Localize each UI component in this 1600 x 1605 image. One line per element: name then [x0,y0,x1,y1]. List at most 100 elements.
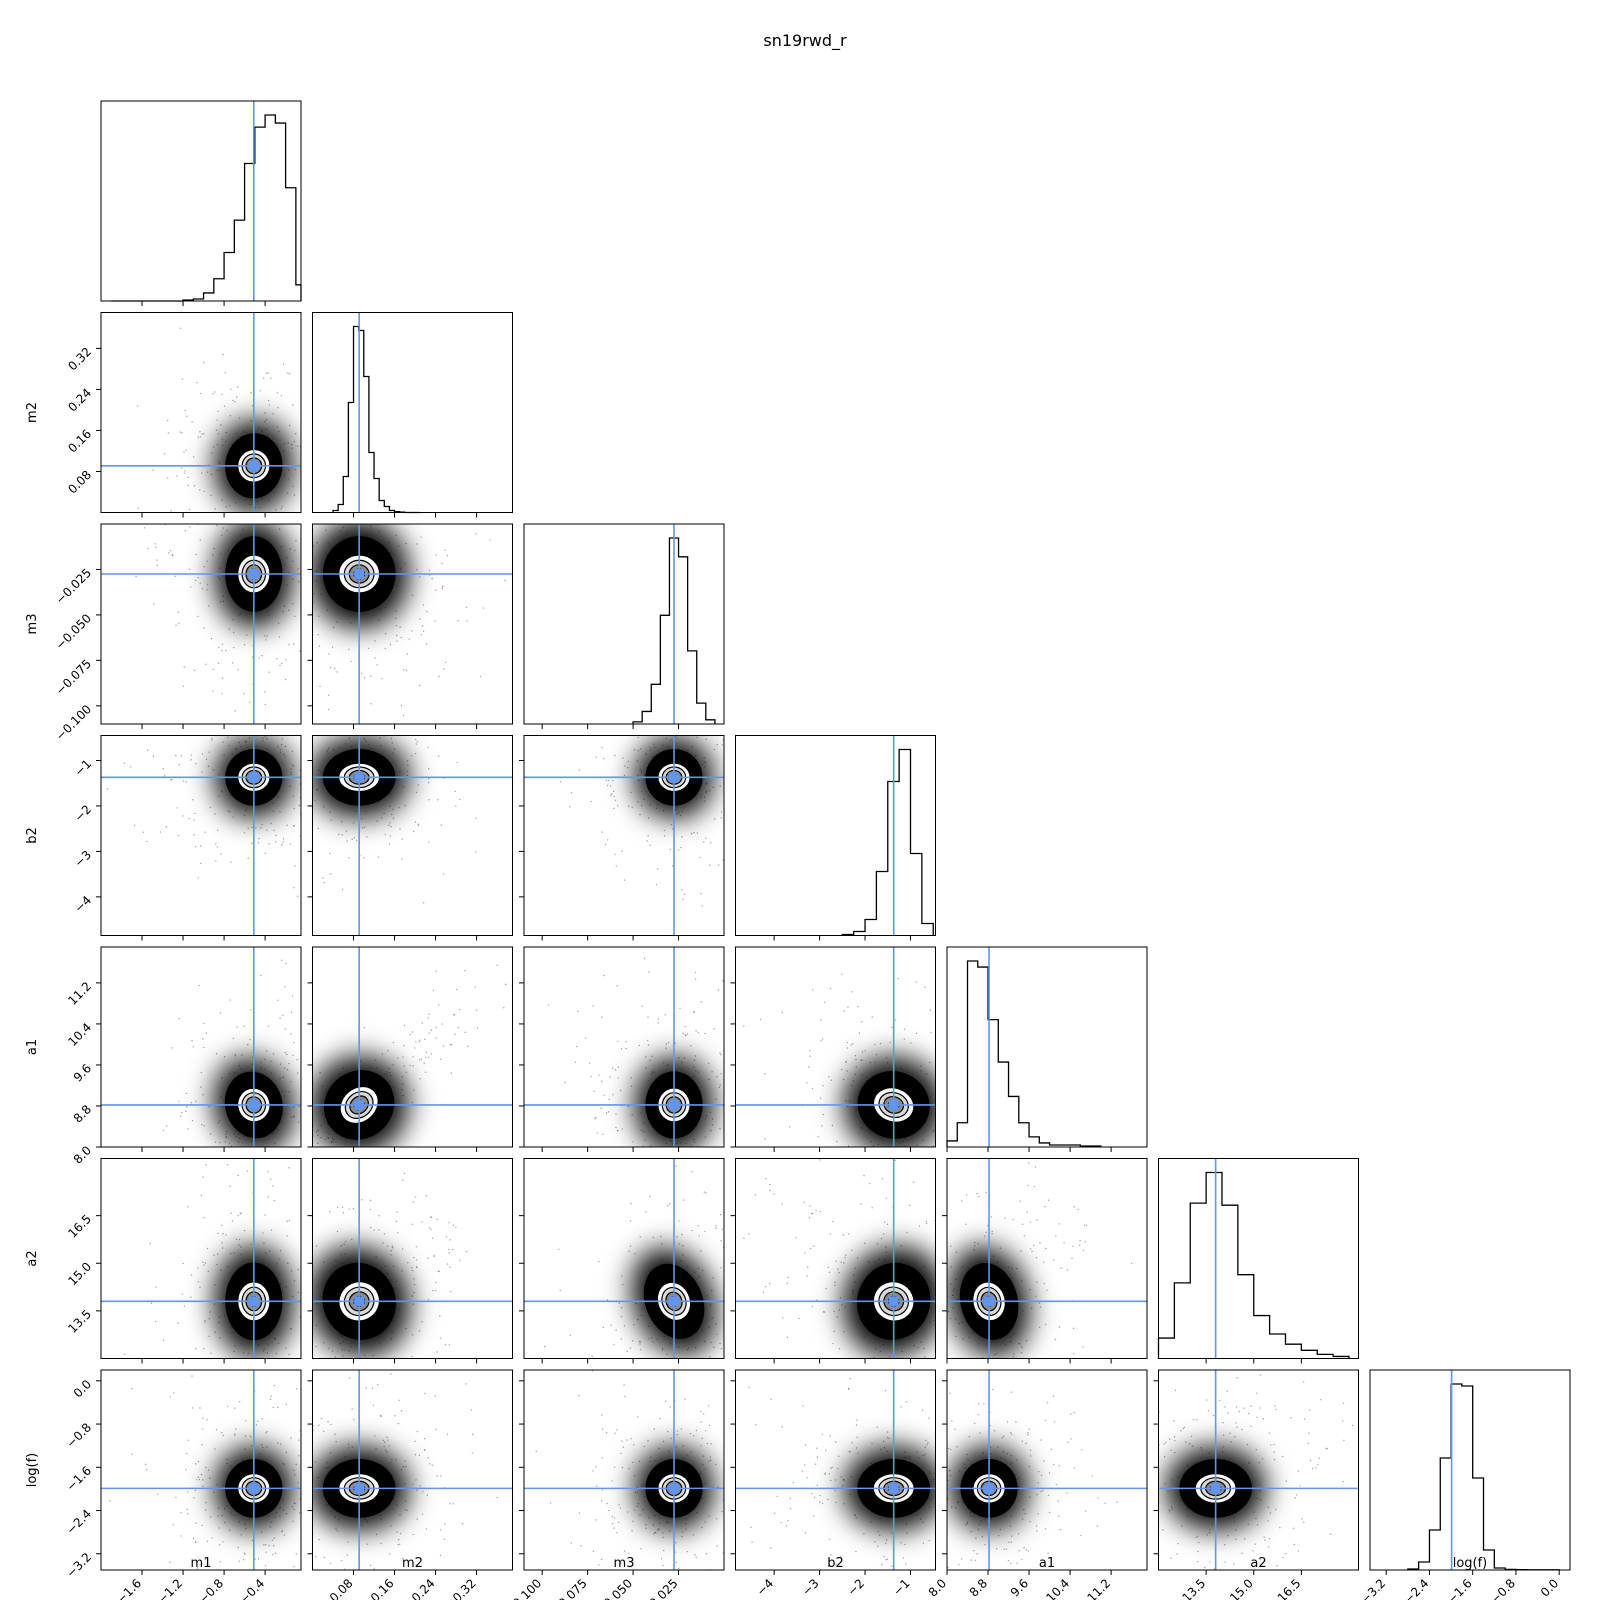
sample-point [330,1169,331,1170]
x-tick-label: −0.8 [196,1576,227,1600]
sample-point [310,1214,311,1215]
sample-point [753,1201,754,1202]
sample-point [183,1263,184,1264]
sample-point [843,1262,844,1263]
sample-point [290,1033,291,1034]
sample-point [938,1386,939,1387]
sample-point [1062,1378,1063,1379]
sample-point [337,1429,338,1430]
sample-point [261,1418,262,1419]
sample-point [392,1247,393,1248]
sample-point [160,831,161,832]
sample-point [307,1479,308,1480]
y-tick-label: 0.16 [65,427,94,456]
sample-point [290,1081,291,1082]
sample-point [661,1243,662,1244]
sample-point [317,1379,318,1380]
sample-point [250,838,251,839]
sample-point [699,1579,700,1580]
sample-point [290,1437,291,1438]
sample-point [266,1155,267,1156]
sample-point [998,1362,999,1363]
sample-point [885,1246,886,1247]
sample-point [356,1371,357,1372]
truth-marker [249,1100,259,1110]
sample-point [471,515,472,516]
sample-point [763,1292,764,1293]
sample-point [205,664,206,665]
sample-point [229,1142,230,1143]
sample-point [209,517,210,518]
sample-point [678,1243,679,1244]
sample-point [399,1573,400,1574]
sample-point [733,1301,734,1302]
sample-point [349,1036,350,1037]
sample-point [938,1144,939,1145]
sample-point [180,1116,181,1117]
sample-point [715,1227,716,1228]
sample-point [615,1113,616,1114]
sample-point [588,1172,589,1173]
sample-point [266,1405,267,1406]
sample-point [223,1435,224,1436]
sample-point [308,1494,309,1495]
sample-point [684,894,685,895]
sample-point [281,1151,282,1152]
sample-point [285,1152,286,1153]
sample-point [620,1376,621,1377]
sample-point [304,1468,305,1469]
sample-point [380,1543,381,1544]
sample-point [824,1002,825,1003]
sample-point [753,1491,754,1492]
sample-point [354,837,355,838]
sample-point [1084,1241,1085,1242]
y-tick-label: 15.0 [65,1259,94,1288]
sample-point [375,664,376,665]
sample-point [193,483,194,484]
sample-point [201,1072,202,1073]
sample-point [389,822,390,823]
sample-point [268,843,269,844]
sample-point [447,1434,448,1435]
sample-point [220,1012,221,1013]
sample-point [630,1203,631,1204]
sample-point [613,1344,614,1345]
sample-point [320,1182,321,1183]
sample-point [438,1271,439,1272]
sample-point [281,844,282,845]
sample-point [203,566,204,567]
sample-point [632,1503,633,1504]
sample-point [419,1078,420,1079]
sample-point [250,1571,251,1572]
sample-point [648,971,649,972]
sample-point [435,1429,436,1430]
sample-point [706,1170,707,1171]
sample-point [666,1043,667,1044]
sample-point [764,1169,765,1170]
sample-point [183,686,184,687]
sample-point [658,1448,659,1449]
sample-point [703,1413,704,1414]
sample-point [199,582,200,583]
sample-point [982,1421,983,1422]
sample-point [247,1044,248,1045]
sample-point [657,1022,658,1023]
sample-point [206,1164,207,1165]
sample-point [203,1047,204,1048]
sample-point [974,1439,975,1440]
sample-point [328,1348,329,1349]
sample-point [175,1497,176,1498]
sample-point [698,1225,699,1226]
panel-frame [736,736,936,936]
sample-point [328,1363,329,1364]
sample-point [920,1348,921,1349]
sample-point [426,643,427,644]
sample-point [237,661,238,662]
sample-point [298,619,299,620]
sample-point [293,1106,294,1107]
sample-point [244,1230,245,1231]
sample-point [610,1449,611,1450]
sample-point [433,1255,434,1256]
sample-point [756,1289,757,1290]
sample-point [164,453,165,454]
